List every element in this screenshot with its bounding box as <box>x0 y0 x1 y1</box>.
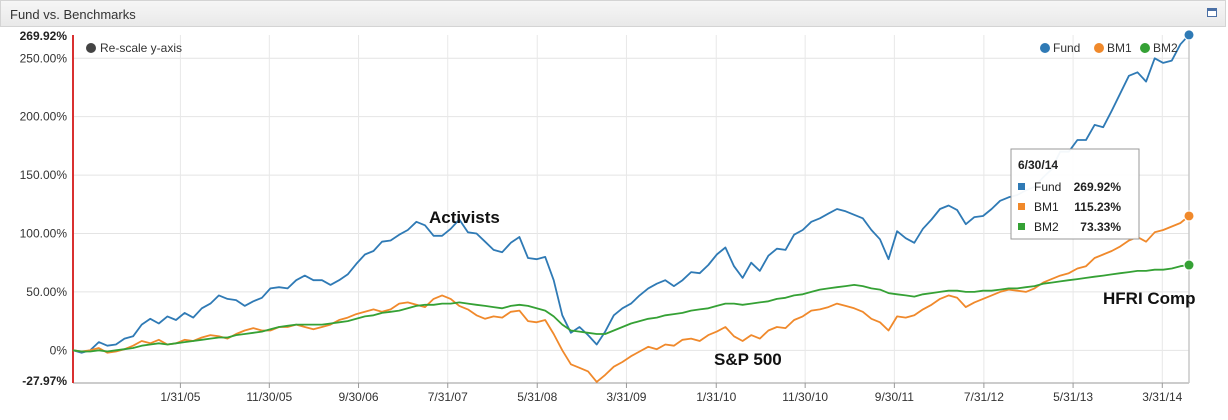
y-tick-label: 150.00% <box>20 168 68 182</box>
rescale-control[interactable]: Re-scale y-axis <box>86 41 182 55</box>
legend-label: Fund <box>1053 41 1080 55</box>
x-tick-label: 7/31/07 <box>428 390 468 404</box>
rescale-radio-icon[interactable] <box>86 43 96 53</box>
tooltip-name-bm2: BM2 <box>1034 220 1059 234</box>
maximize-icon[interactable] <box>1207 8 1217 17</box>
tooltip-name-bm1: BM1 <box>1034 200 1059 214</box>
x-tick-label: 1/31/05 <box>160 390 200 404</box>
tooltip-name-fund: Fund <box>1034 180 1061 194</box>
annotation-fund: Activists <box>429 208 500 227</box>
y-tick-label: 100.00% <box>20 227 68 241</box>
x-tick-label: 7/31/12 <box>964 390 1004 404</box>
y-tick-label: 250.00% <box>20 51 68 65</box>
x-tick-label: 3/31/14 <box>1142 390 1182 404</box>
x-tick-label: 9/30/06 <box>339 390 379 404</box>
legend-marker-icon <box>1140 43 1150 53</box>
x-tick-label: 9/30/11 <box>875 390 914 404</box>
rescale-label: Re-scale y-axis <box>100 41 182 55</box>
y-tick-label: 50.00% <box>26 285 67 299</box>
tooltip-date: 6/30/14 <box>1018 158 1058 172</box>
legend-label: BM2 <box>1153 41 1178 55</box>
chart-area: 0% 50.00% 100.00% 150.00% 200.00% 250.00% 269.… <box>0 27 1228 415</box>
tooltip-box <box>1010 148 1140 240</box>
line-chart: 0% 50.00% 100.00% 150.00% 200.00% 250.00% 269.… <box>20 29 1196 404</box>
series-endpoint-bm1[interactable] <box>1183 210 1195 222</box>
tooltip-swatch-bm1 <box>1018 203 1025 210</box>
x-tick-label: 3/31/09 <box>606 390 646 404</box>
tooltip: 6/30/14 Fund 269.92% BM1 115.23% BM2 73.… <box>1010 148 1140 240</box>
annotation-bm2: HFRI Comp <box>1103 289 1196 308</box>
y-max-label: 269.92% <box>20 29 68 43</box>
legend-item-bm1[interactable]: BM1 <box>1094 41 1132 55</box>
tooltip-swatch-fund <box>1018 183 1025 190</box>
series-line-bm1 <box>72 215 1190 383</box>
x-tick-label: 1/31/10 <box>696 390 736 404</box>
tooltip-swatch-bm2 <box>1018 223 1025 230</box>
annotation-bm1: S&P 500 <box>714 350 782 369</box>
panel-title: Fund vs. Benchmarks <box>10 7 136 22</box>
legend: Fund BM1 BM2 <box>1040 41 1178 55</box>
grid <box>73 35 1189 383</box>
series-line-fund <box>72 34 1190 354</box>
x-tick-label: 11/30/05 <box>246 390 292 404</box>
legend-item-fund[interactable]: Fund <box>1040 41 1080 55</box>
legend-marker-icon <box>1040 43 1050 53</box>
series-line-bm2 <box>72 264 1190 353</box>
axis-layer: 0% 50.00% 100.00% 150.00% 200.00% 250.00% 269.… <box>20 29 1190 404</box>
x-tick-label: 11/30/10 <box>782 390 828 404</box>
legend-marker-icon <box>1094 43 1104 53</box>
x-tick-label: 5/31/08 <box>517 390 557 404</box>
y-tick-label: 200.00% <box>20 110 68 124</box>
y-min-label: -27.97% <box>22 374 67 388</box>
tooltip-value-bm1: 115.23% <box>1074 200 1121 214</box>
x-tick-label: 5/31/13 <box>1053 390 1093 404</box>
series-layer <box>72 29 1195 383</box>
series-endpoint-bm2[interactable] <box>1183 259 1195 271</box>
legend-label: BM1 <box>1107 41 1132 55</box>
tooltip-value-bm2: 73.33% <box>1080 220 1121 234</box>
y-tick-label: 0% <box>50 343 68 357</box>
series-endpoint-fund[interactable] <box>1183 29 1195 41</box>
legend-item-bm2[interactable]: BM2 <box>1140 41 1178 55</box>
tooltip-value-fund: 269.92% <box>1074 180 1122 194</box>
panel-header: Fund vs. Benchmarks <box>0 0 1226 27</box>
